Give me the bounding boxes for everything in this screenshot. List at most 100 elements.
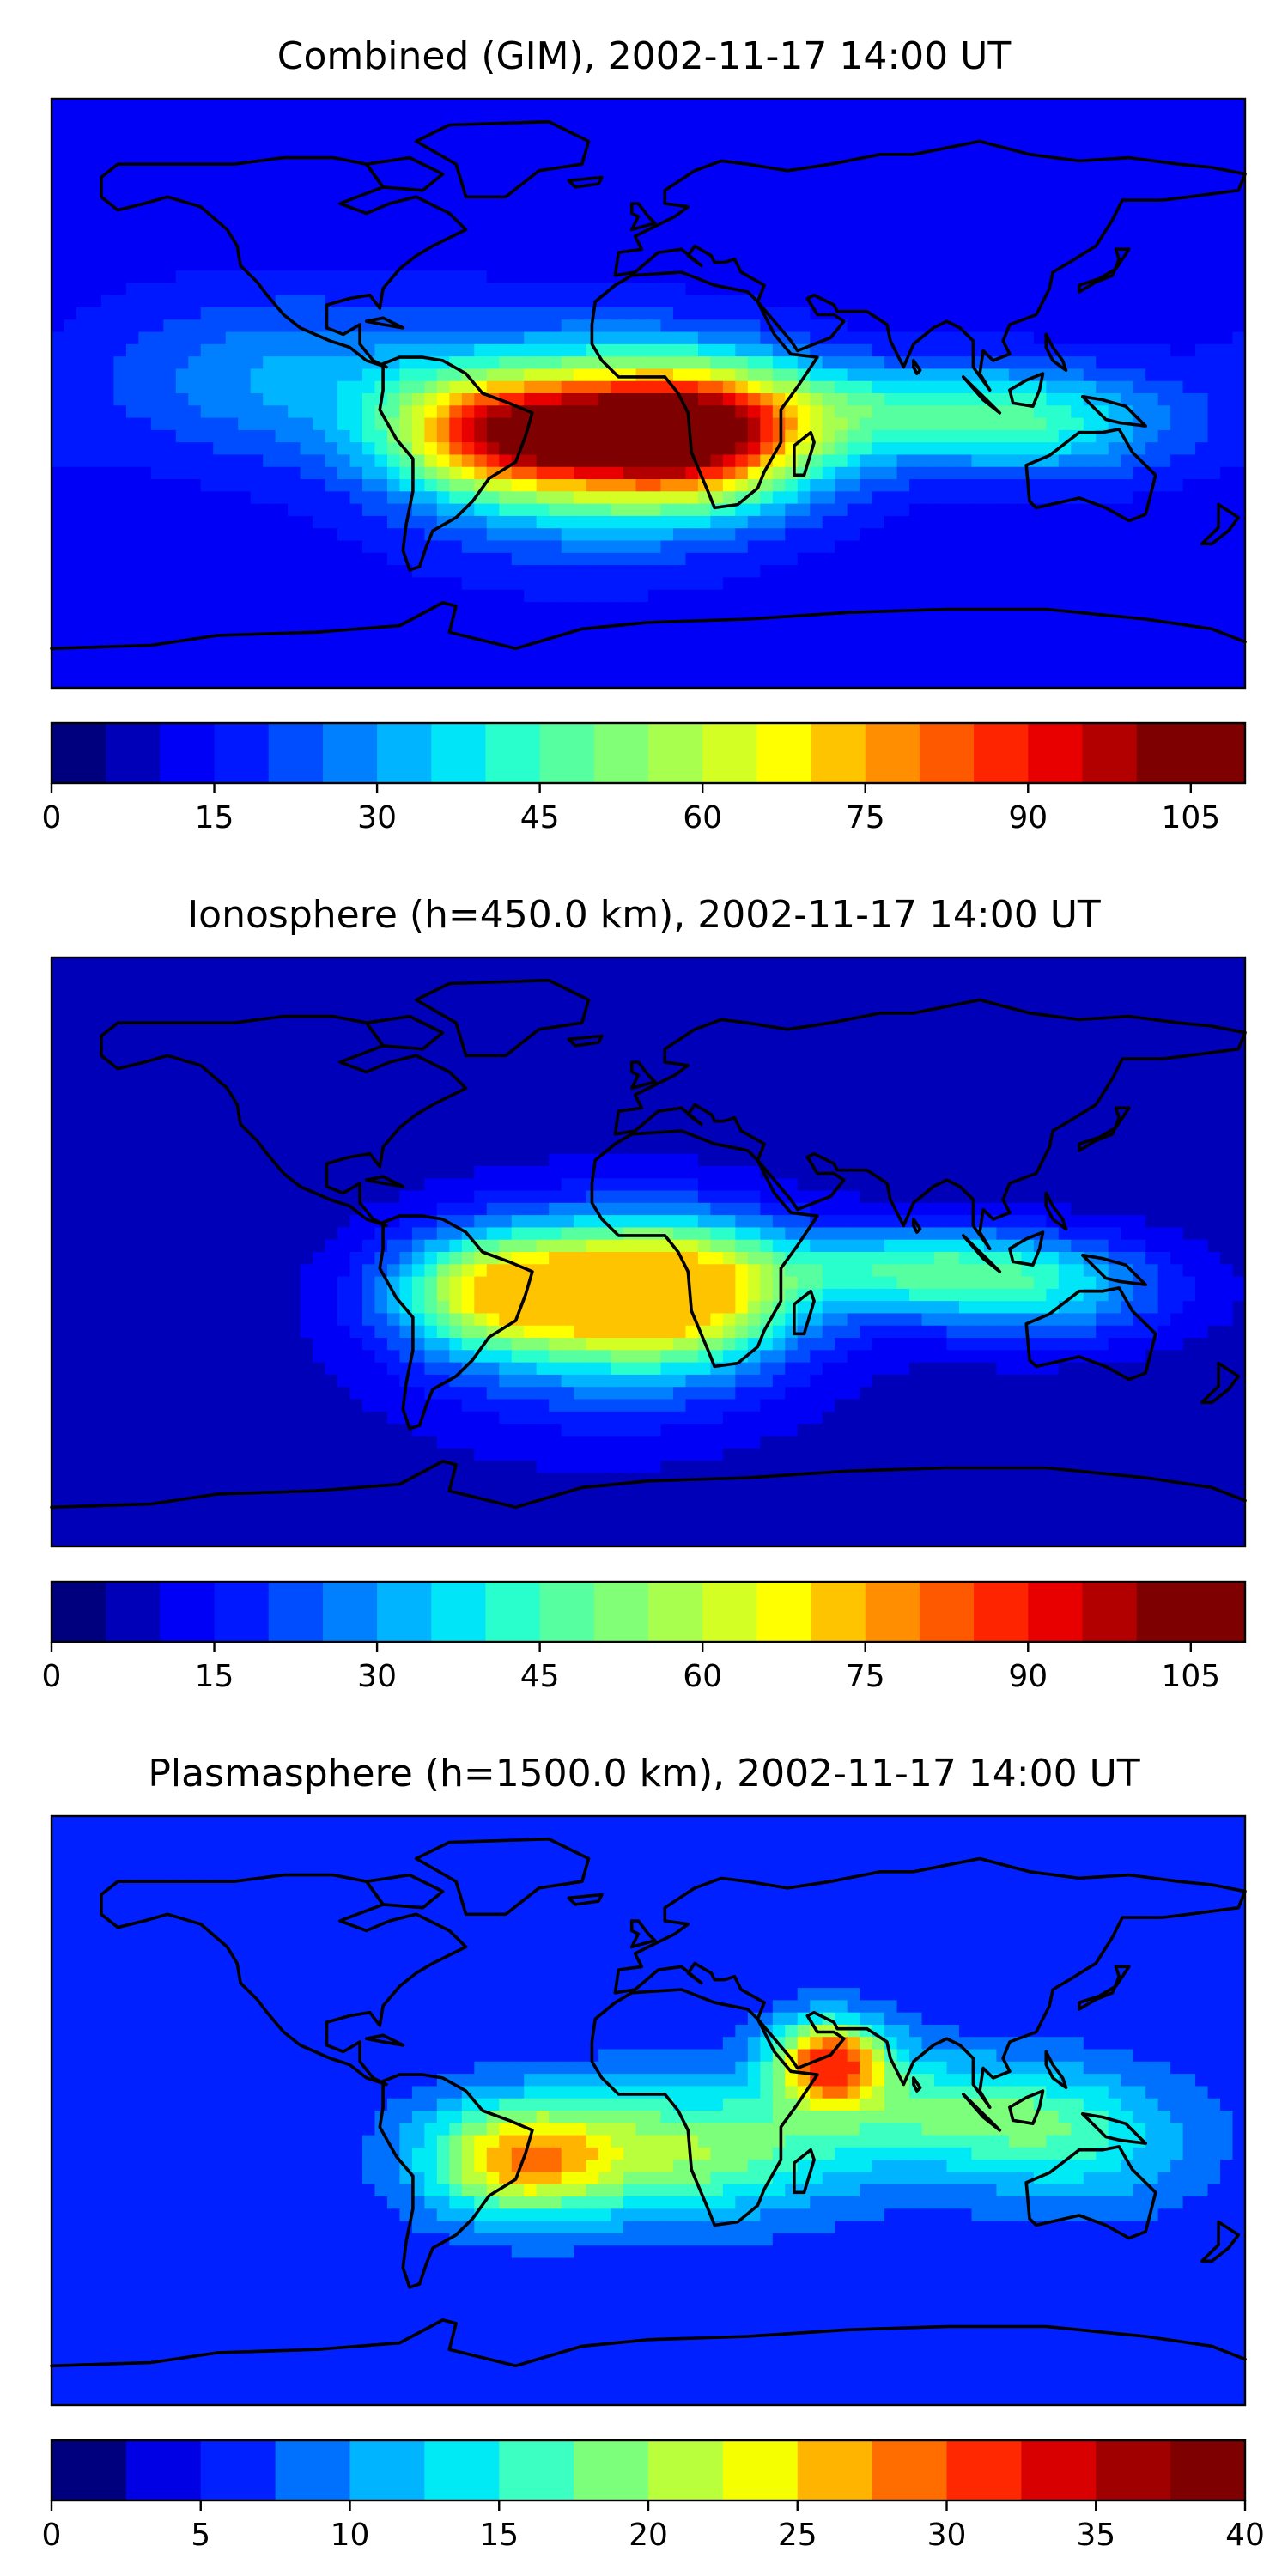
field-cell <box>163 380 177 394</box>
field-cell <box>288 221 301 234</box>
field-cell <box>100 565 114 578</box>
field-cell <box>1232 380 1246 394</box>
field-cell <box>449 577 463 591</box>
field-cell <box>549 663 562 677</box>
field-cell <box>1157 393 1171 406</box>
field-cell <box>188 638 202 652</box>
field-cell <box>1121 283 1134 296</box>
field-cell <box>225 343 239 357</box>
field-cell <box>76 172 90 185</box>
field-cell <box>213 356 227 370</box>
field-cell <box>76 307 90 320</box>
field-cell <box>386 993 401 1007</box>
field-cell <box>361 258 376 271</box>
field-cell <box>250 993 264 1007</box>
field-cell <box>896 221 910 234</box>
field-cell <box>175 528 189 542</box>
field-cell <box>996 148 1010 161</box>
field-cell <box>574 675 587 689</box>
field-cell <box>549 393 562 406</box>
field-cell <box>635 957 649 970</box>
field-cell <box>200 295 214 308</box>
field-cell <box>1133 981 1146 995</box>
field-cell <box>1121 295 1134 308</box>
field-cell <box>349 528 363 542</box>
field-cell <box>499 209 513 222</box>
field-cell <box>872 123 885 137</box>
field-cell <box>896 552 910 566</box>
field-cell <box>163 454 177 468</box>
field-cell <box>138 380 152 394</box>
field-cell <box>983 172 998 185</box>
field-cell <box>225 454 239 468</box>
field-cell <box>648 675 662 689</box>
field-cell <box>1182 429 1196 443</box>
field-cell <box>337 957 351 970</box>
field-cell <box>100 993 114 1007</box>
field-cell <box>461 123 475 137</box>
field-cell <box>722 111 736 125</box>
field-cell <box>1145 651 1159 665</box>
field-cell <box>449 380 463 394</box>
field-cell <box>349 638 363 652</box>
field-cell <box>386 515 401 529</box>
field-cell <box>250 405 264 419</box>
field-cell <box>337 270 351 283</box>
field-cell <box>1121 601 1134 615</box>
field-cell <box>1071 614 1084 628</box>
field-cell <box>374 270 388 283</box>
field-cell <box>660 135 674 149</box>
field-cell <box>325 638 338 652</box>
field-cell <box>524 663 538 677</box>
field-cell <box>772 663 786 677</box>
field-cell <box>213 969 227 983</box>
field-cell <box>672 540 687 554</box>
field-cell <box>325 417 338 431</box>
field-cell <box>785 515 799 529</box>
field-cell <box>1220 319 1234 333</box>
field-cell <box>971 663 985 677</box>
field-cell <box>349 503 363 517</box>
field-cell <box>1021 246 1035 259</box>
field-cell <box>586 393 599 406</box>
field-cell <box>1046 135 1060 149</box>
field-cell <box>1071 540 1084 554</box>
field-cell <box>872 442 885 456</box>
field-cell <box>822 675 835 689</box>
field-cell <box>250 234 264 247</box>
field-cell <box>374 626 388 640</box>
field-cell <box>822 123 835 137</box>
field-cell <box>361 552 376 566</box>
field-cell <box>760 270 774 283</box>
field-cell <box>896 589 910 603</box>
field-cell <box>561 258 574 271</box>
field-cell <box>288 614 301 628</box>
field-cell <box>685 111 699 125</box>
field-cell <box>1220 295 1234 308</box>
field-cell <box>238 589 252 603</box>
field-cell <box>52 111 65 125</box>
field-cell <box>598 491 612 505</box>
field-cell <box>1207 651 1221 665</box>
field-cell <box>150 283 164 296</box>
field-cell <box>474 515 488 529</box>
field-cell <box>524 552 538 566</box>
field-cell <box>200 283 214 296</box>
field-cell <box>188 185 202 197</box>
field-cell <box>511 614 525 628</box>
field-cell <box>611 172 624 185</box>
field-cell <box>88 319 102 333</box>
field-cell <box>996 270 1010 283</box>
field-cell <box>399 331 413 345</box>
field-cell <box>847 246 860 259</box>
field-cell <box>685 675 699 689</box>
field-cell <box>586 209 599 222</box>
field-cell <box>238 368 252 382</box>
field-cell <box>325 111 338 125</box>
field-cell <box>946 258 960 271</box>
field-cell <box>611 405 624 419</box>
field-cell <box>200 552 214 566</box>
field-cell <box>722 123 736 137</box>
field-cell <box>225 111 239 125</box>
field-cell <box>250 601 264 615</box>
